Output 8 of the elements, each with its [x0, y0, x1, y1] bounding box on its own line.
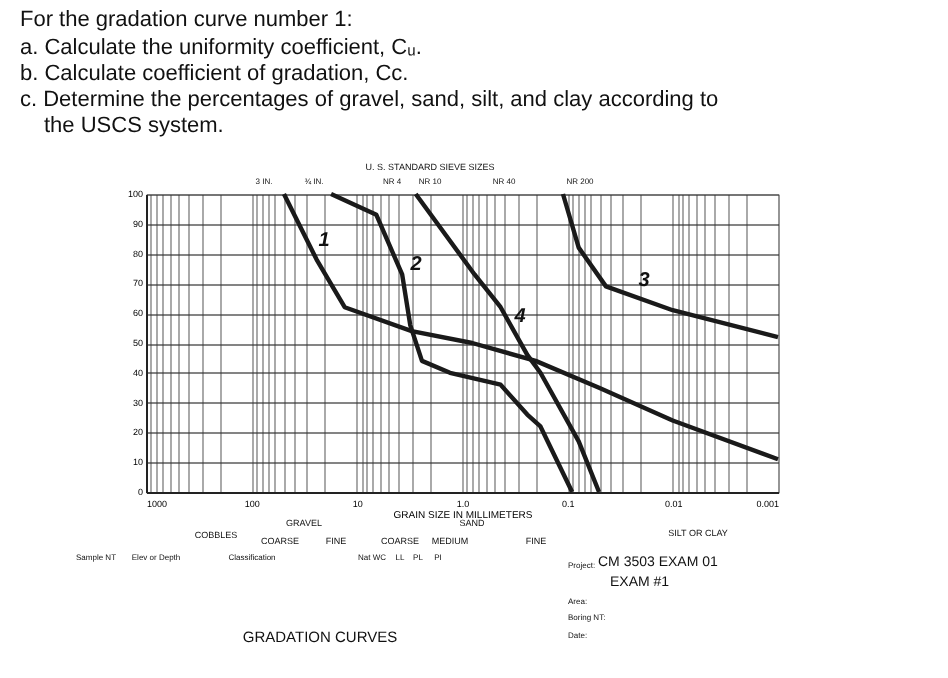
annotation: 3: [638, 270, 651, 292]
annotation: 4: [512, 306, 527, 328]
text: c. Determine the percentages of gravel, sand, silt, and clay according to the USCS system.: [20, 88, 719, 138]
text: a. Calculate the uniformity coefficient, Cᵤ.: [20, 36, 422, 60]
annotation: 1: [318, 230, 331, 252]
text: b. Calculate coefficient of gradation, Cc.: [20, 62, 409, 86]
text: For the gradation curve number 1:: [20, 8, 353, 32]
annotation: 2: [408, 254, 423, 276]
